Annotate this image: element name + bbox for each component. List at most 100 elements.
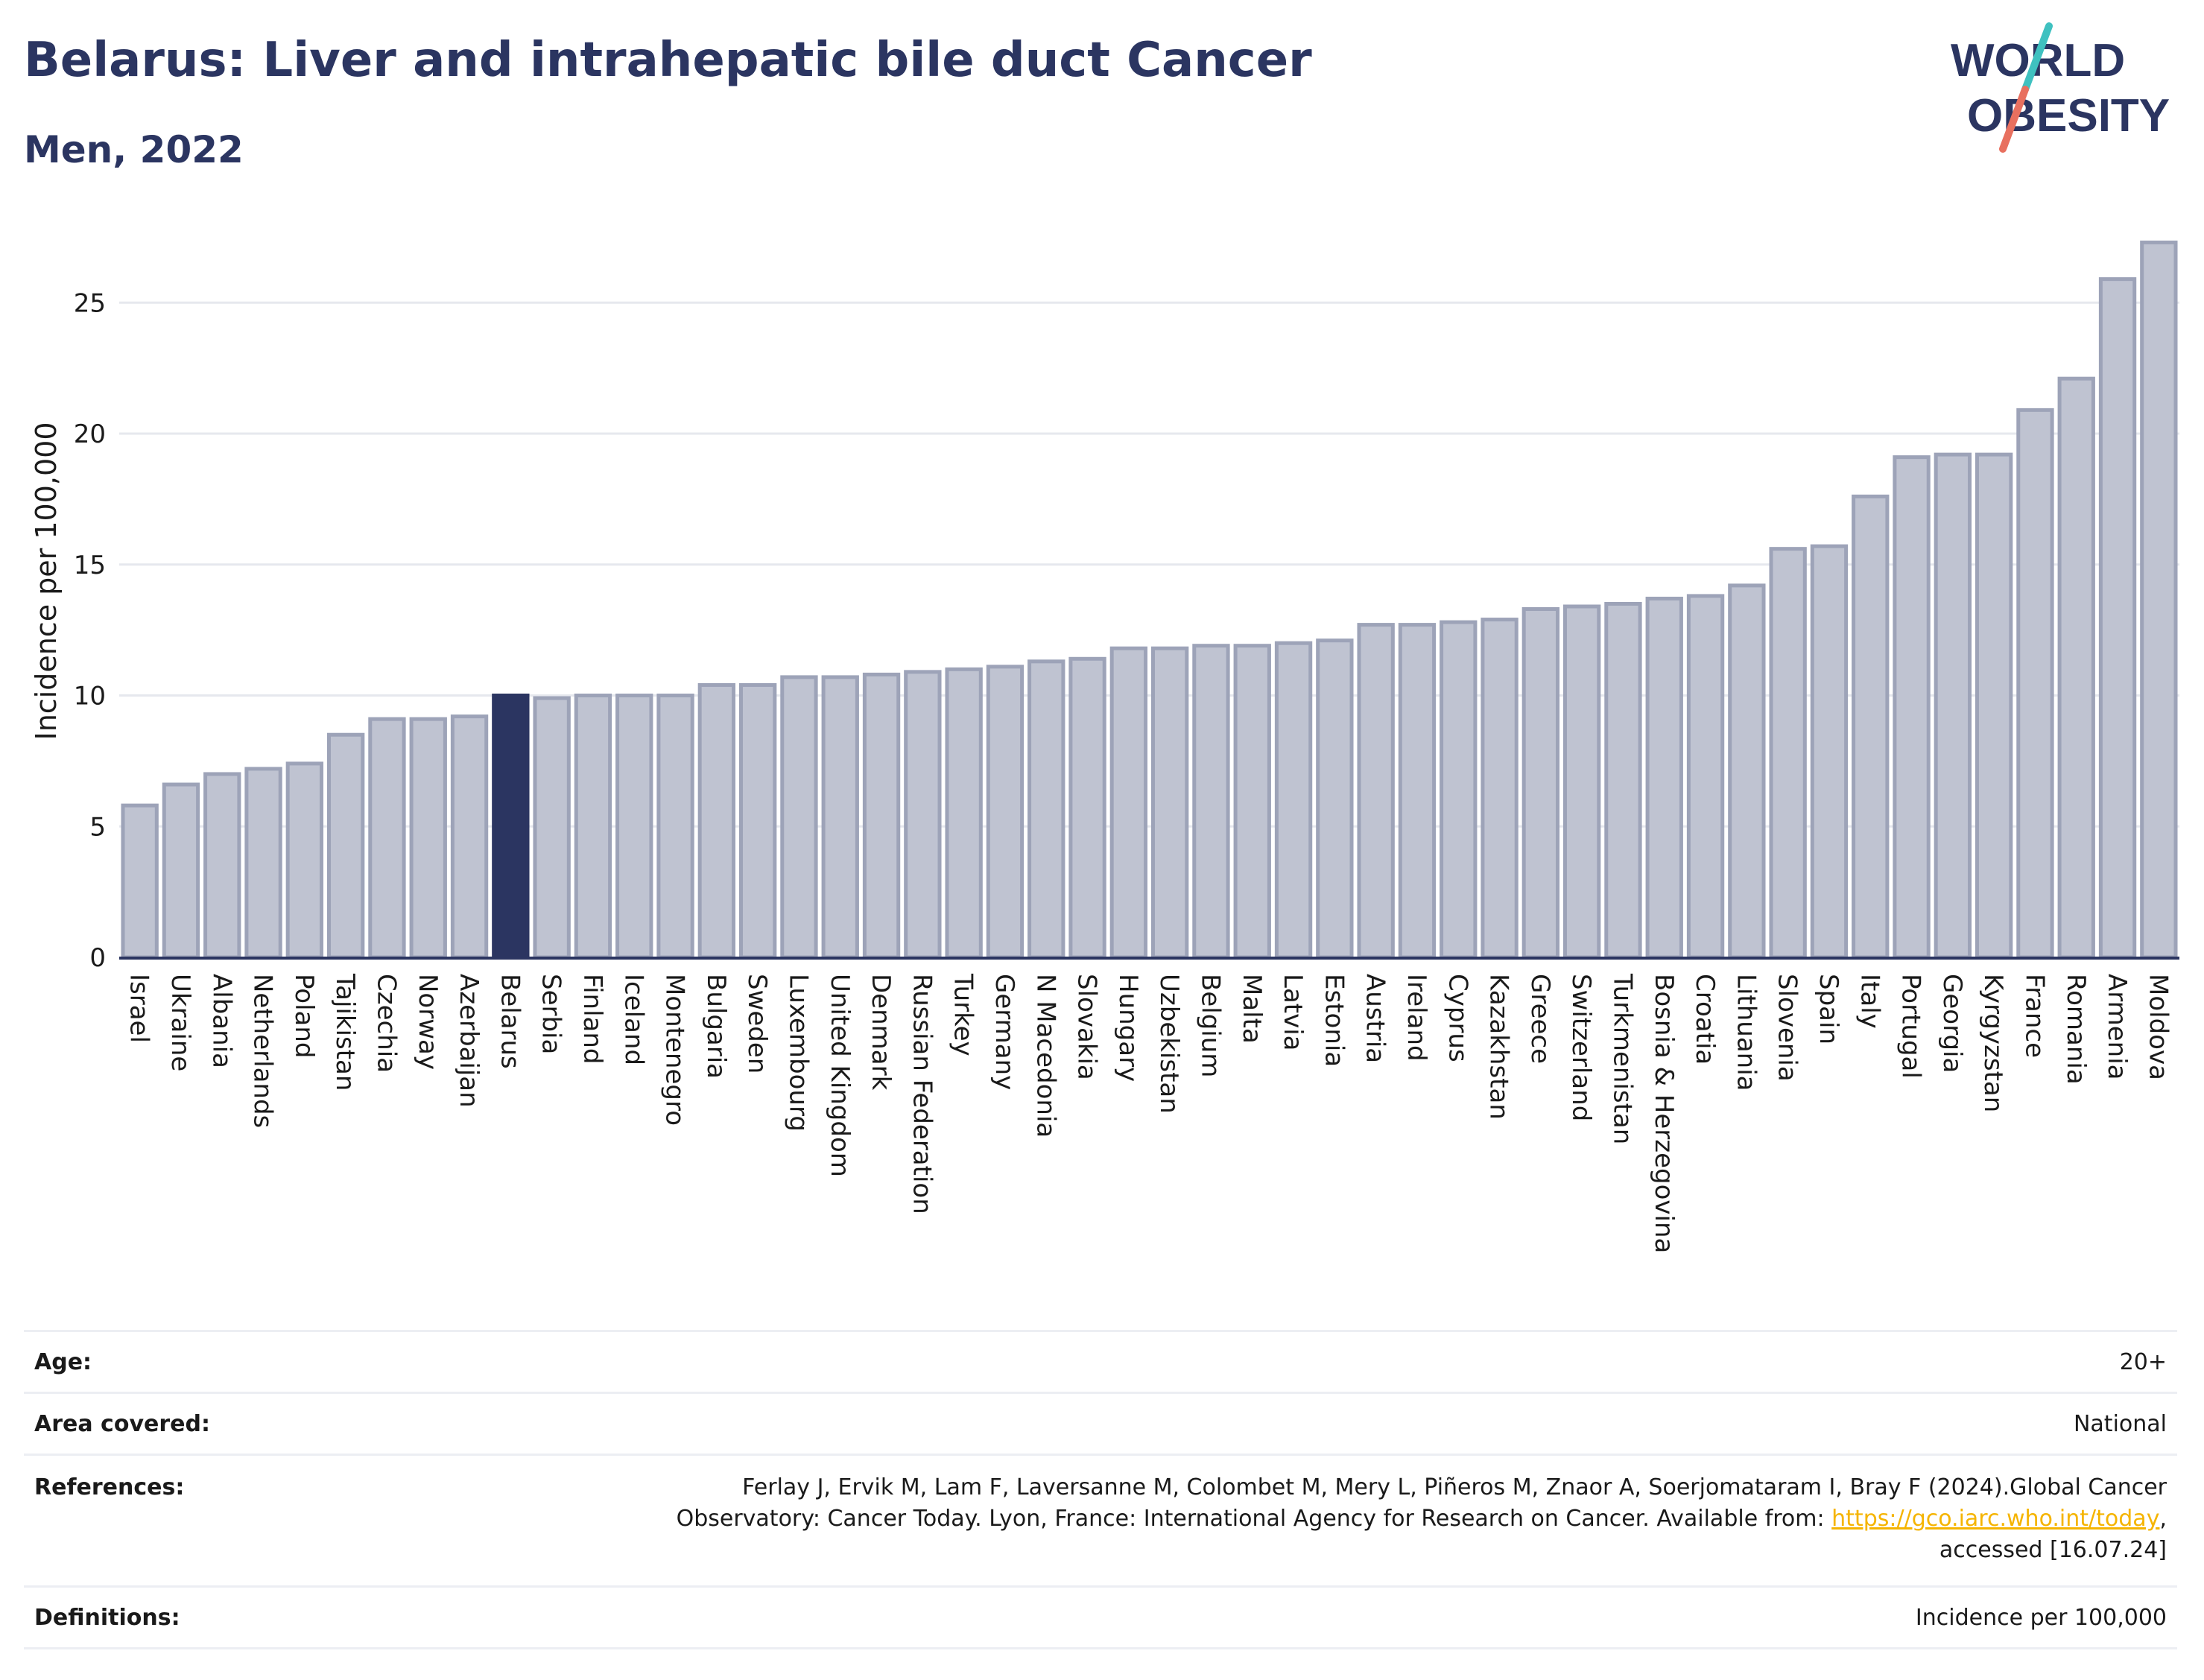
bar-norway[interactable]: [409, 717, 447, 960]
definitions-label: Definitions:: [34, 1604, 180, 1631]
meta-row-area: Area covered: National: [24, 1392, 2177, 1454]
references-text: Ferlay J, Ervik M, Lam F, Laversanne M, …: [229, 1472, 2177, 1566]
x-tick-label: Armenia: [2102, 974, 2132, 1080]
x-tick-label: Cyprus: [1443, 974, 1472, 1062]
x-tick-label: Croatia: [1690, 974, 1720, 1065]
world-obesity-logo: WORLD OBESITY: [1951, 22, 2170, 153]
bar-albania[interactable]: [203, 772, 241, 960]
x-tick-label: Slovakia: [1072, 974, 1102, 1080]
bar-moldova[interactable]: [2140, 240, 2178, 960]
bar-switzerland[interactable]: [1562, 604, 1601, 960]
bars: [121, 240, 2178, 960]
area-value: National: [2073, 1410, 2167, 1437]
bar-georgia[interactable]: [1934, 452, 1972, 960]
bar-spain[interactable]: [1810, 544, 1849, 960]
x-tick-label: Spain: [1814, 974, 1843, 1045]
x-axis-labels: Israel Ukraine Albania Netherlands Poland Taj…: [124, 973, 2173, 1253]
bar-uzbekistan[interactable]: [1150, 646, 1189, 960]
bar-luxembourg[interactable]: [780, 675, 818, 960]
bar-czechia[interactable]: [368, 717, 406, 960]
age-label: Age:: [34, 1348, 92, 1375]
x-tick-label: Estonia: [1319, 974, 1349, 1067]
x-tick-label: Kyrgyzstan: [1978, 974, 2008, 1112]
y-axis-label: Incidence per 100,000: [30, 422, 63, 740]
y-tick-label: 15: [74, 551, 106, 580]
x-tick-label: Georgia: [1937, 974, 1967, 1073]
bar-lithuania[interactable]: [1728, 583, 1766, 960]
bar-tajikistan[interactable]: [326, 732, 365, 960]
bar-turkmenistan[interactable]: [1604, 601, 1642, 960]
bar-sweden[interactable]: [738, 682, 777, 960]
y-tick-label: 25: [74, 288, 106, 318]
x-tick-label: Bosnia & Herzegovina: [1649, 974, 1679, 1253]
bar-bosnia-herzegovina[interactable]: [1645, 596, 1683, 960]
x-tick-label: Turkmenistan: [1607, 973, 1637, 1144]
area-label: Area covered:: [34, 1410, 210, 1437]
bar-israel[interactable]: [121, 803, 159, 960]
bar-belarus[interactable]: [492, 694, 530, 960]
x-tick-label: Czechia: [371, 974, 401, 1073]
bar-austria[interactable]: [1357, 623, 1395, 960]
x-tick-label: Ireland: [1402, 974, 1431, 1062]
bar-montenegro[interactable]: [656, 694, 694, 960]
bar-kazakhstan[interactable]: [1481, 618, 1519, 960]
x-tick-label: Kazakhstan: [1484, 974, 1514, 1120]
bar-hungary[interactable]: [1109, 646, 1148, 960]
x-tick-label: Denmark: [866, 974, 896, 1091]
bar-romania[interactable]: [2057, 376, 2095, 960]
bar-latvia[interactable]: [1274, 641, 1313, 960]
bar-ireland[interactable]: [1398, 623, 1437, 960]
bar-russian-federation[interactable]: [904, 670, 942, 960]
bar-n-macedonia[interactable]: [1027, 659, 1065, 960]
bar-kyrgyzstan[interactable]: [1975, 452, 2013, 960]
bar-finland[interactable]: [574, 694, 612, 960]
x-tick-label: Austria: [1361, 974, 1390, 1063]
logo-slash-teal: [2021, 22, 2053, 93]
bar-iceland[interactable]: [615, 694, 653, 960]
bar-malta[interactable]: [1233, 644, 1271, 960]
y-tick-label: 10: [74, 682, 106, 711]
bar-slovenia[interactable]: [1769, 547, 1807, 960]
bar-slovakia[interactable]: [1068, 656, 1106, 960]
references-line-3: accessed [16.07.24]: [1939, 1537, 2167, 1563]
references-link[interactable]: https://gco.iarc.who.int/today: [1831, 1506, 2160, 1532]
bar-turkey[interactable]: [945, 667, 983, 960]
meta-row-age: Age: 20+: [24, 1330, 2177, 1392]
x-tick-label: Iceland: [618, 974, 648, 1065]
bar-serbia[interactable]: [533, 696, 571, 960]
definitions-value: Incidence per 100,000: [1915, 1604, 2167, 1631]
x-tick-label: N Macedonia: [1030, 974, 1060, 1138]
bar-poland[interactable]: [285, 761, 324, 960]
bar-greece[interactable]: [1521, 607, 1560, 960]
bar-armenia[interactable]: [2098, 277, 2137, 960]
x-tick-label: Belgium: [1195, 974, 1225, 1077]
bar-denmark[interactable]: [862, 672, 901, 960]
x-tick-label: Hungary: [1113, 974, 1143, 1082]
x-tick-label: Uzbekistan: [1154, 974, 1184, 1114]
meta-row-references: References: Ferlay J, Ervik M, Lam F, La…: [24, 1454, 2177, 1585]
y-tick-label: 0: [89, 943, 106, 973]
bar-belgium[interactable]: [1192, 644, 1230, 960]
bar-ukraine[interactable]: [162, 782, 200, 960]
references-line-2-text: Observatory: Cancer Today. Lyon, France:…: [676, 1506, 1832, 1532]
meta-row-definitions: Definitions: Incidence per 100,000: [24, 1585, 2177, 1649]
bar-france[interactable]: [2016, 408, 2054, 960]
x-tick-label: France: [2019, 974, 2049, 1058]
x-tick-label: Switzerland: [1566, 974, 1596, 1121]
bar-italy[interactable]: [1852, 494, 1890, 960]
bar-azerbaijan[interactable]: [450, 714, 489, 960]
bar-netherlands[interactable]: [244, 767, 282, 960]
bar-united-kingdom[interactable]: [821, 675, 859, 960]
bar-estonia[interactable]: [1316, 638, 1354, 960]
bar-portugal[interactable]: [1893, 455, 1931, 960]
references-line-2: Observatory: Cancer Today. Lyon, France:…: [229, 1503, 2167, 1535]
x-tick-label: Bulgaria: [701, 974, 731, 1079]
x-tick-label: Belarus: [495, 974, 525, 1069]
x-tick-label: Germany: [989, 974, 1019, 1090]
bar-croatia[interactable]: [1686, 594, 1725, 960]
bar-bulgaria[interactable]: [697, 682, 736, 960]
y-axis-ticks: 0 5 10 15 20 25: [74, 288, 106, 973]
x-tick-label: Russian Federation: [907, 974, 937, 1214]
bar-cyprus[interactable]: [1440, 620, 1478, 960]
bar-germany[interactable]: [986, 665, 1025, 960]
